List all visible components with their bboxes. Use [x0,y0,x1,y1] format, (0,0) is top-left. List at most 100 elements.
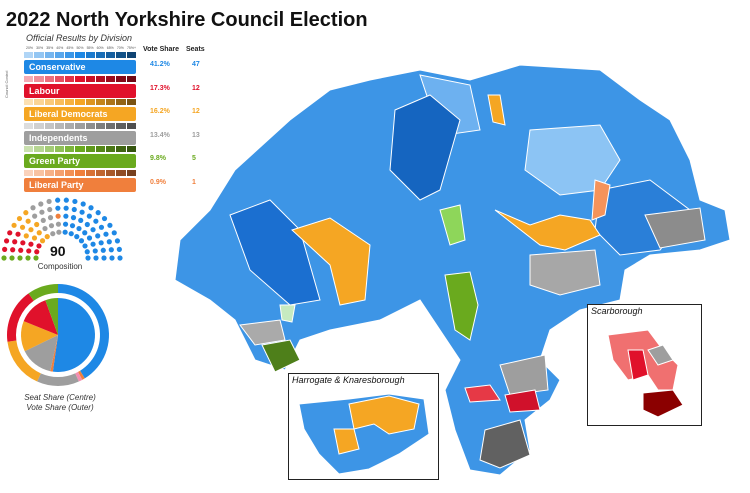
seat-dot [93,218,99,224]
seat-dot [79,209,85,215]
division-ld [487,94,506,126]
seat-dot [48,223,55,229]
vote-share-value: 0.9% [150,178,166,186]
party-label: Conservative [24,60,136,74]
seat-dot [19,224,26,230]
seat-dot [2,246,8,252]
seat-dot [72,198,78,205]
donut-caption-votes: Vote Share (Outer) [26,403,94,412]
seats-value: 1 [192,178,196,186]
division-lab [504,389,541,413]
seat-dot [17,255,23,261]
seat-dot [90,227,96,233]
seat-dot [9,255,15,261]
seat-dot [55,221,62,227]
seat-share-segment [52,298,96,372]
seat-dot [78,238,85,244]
seat-dot [86,213,92,219]
scale-tick: 60% [96,46,104,50]
seats-value: 13 [192,131,200,139]
seat-dot [88,205,94,211]
seat-dot [98,240,104,246]
seats-value: 12 [192,84,200,92]
seat-dot [86,235,93,241]
seat-dot [82,230,88,236]
seat-dot [55,197,61,203]
seat-dot [106,239,112,245]
map-title: 2022 North Yorkshire Council Election [6,9,368,31]
seat-dot [80,201,86,207]
division-ind [644,207,706,249]
seat-dot [63,213,69,219]
harrogate-inset: Harrogate & Knaresborough [288,373,439,480]
seat-dot [28,227,34,233]
scale-tick: 40% [56,46,64,50]
vote-share-value: 9.8% [150,155,166,162]
composition-label: Composition [37,262,83,271]
seat-dot [50,231,56,237]
scale-tick: 50% [76,46,84,50]
legend-row: Liberal Democrats [24,99,136,121]
vote-share-segment [6,293,34,342]
seat-total: 90 [50,243,66,259]
division-dark [229,199,321,306]
division-ld [494,209,601,251]
seat-dot [55,213,61,219]
seat-dot [12,239,18,245]
scale-tick: 65% [106,46,114,50]
share-donut-chart [6,284,110,386]
scarborough-label: Scarborough [591,306,643,316]
seat-dot [69,223,76,229]
seat-dot [20,240,26,246]
seat-dot [38,201,44,207]
seat-dot [40,217,46,224]
division-ld [291,217,371,306]
seat-dot [78,217,84,224]
seat-dot [84,249,90,255]
shade-strip [24,146,136,152]
seats-value: 12 [192,108,200,115]
seat-dot [36,230,42,236]
seat-dot [103,231,109,237]
legend-row: Green Party [24,146,136,168]
harrogate-label: Harrogate & Knaresborough [292,375,405,385]
seat-dot [31,235,38,241]
division-lib [591,179,611,221]
scale-tick: 20% [26,46,34,50]
seat-dot [62,229,68,235]
seat-dot [16,215,23,222]
division-ind [479,419,531,469]
seat-dot [76,225,82,232]
seat-dot [47,206,53,213]
seat-dot [1,255,7,261]
seat-share-segment [50,335,58,372]
vote-share-segment [7,340,41,382]
division-light [279,304,296,323]
seat-dot [85,255,91,261]
seat-share-segment [21,321,58,352]
seat-share-segment [24,335,58,372]
party-label: Liberal Party [24,177,136,192]
seat-share-segment [23,300,58,335]
donut-caption-seats: Seat Share (Centre) [24,393,96,402]
seat-dot [33,255,39,261]
scale-ticks: 20% 30% 35% 40% 45% 50% 55% 60% 65% 70% 75%+ [26,46,136,50]
scale-tick: 70% [116,46,124,50]
seat-dot [70,215,77,221]
vote-share-segment [58,284,110,379]
seat-dot [18,247,24,253]
legend-row: Labour [24,75,136,98]
map-subtitle: Official Results by Division [26,33,133,43]
shade-strip [24,122,136,129]
shade-strip [24,99,136,105]
seat-dot [63,205,69,211]
seat-dot [95,210,101,216]
scale-tick: 30% [36,46,44,50]
seat-dot [23,210,29,216]
party-label: Independents [24,130,136,145]
seat-dot [109,255,115,261]
party-label: Liberal Democrats [24,107,136,121]
division-ind [239,319,286,346]
shade-strip [24,52,136,58]
